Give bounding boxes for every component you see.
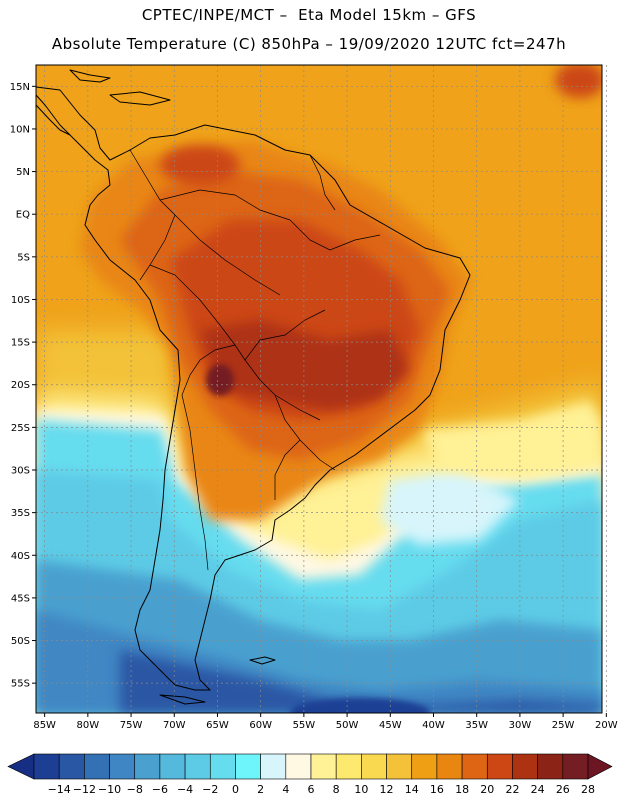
colorbar-swatch: [209, 753, 236, 780]
colorbar-label: 16: [430, 783, 444, 796]
lon-label: 20W: [595, 720, 618, 731]
lon-label: 55W: [293, 720, 316, 731]
colorbar-swatch: [109, 753, 136, 780]
colorbar-swatch: [84, 753, 110, 780]
colorbar-swatch: [562, 753, 589, 780]
colorbar-label: −14: [48, 783, 71, 796]
colorbar-label: 20: [480, 783, 494, 796]
gridlines: [36, 65, 607, 713]
lon-label: 45W: [379, 720, 402, 731]
colorbar-swatch: [159, 753, 186, 780]
colorbar-label: 2: [257, 783, 264, 796]
colorbar-label: 22: [505, 783, 519, 796]
colorbar-label: −6: [152, 783, 168, 796]
lon-label: 85W: [33, 720, 56, 731]
lat-label: 30S: [11, 466, 30, 477]
lon-label: 65W: [206, 720, 229, 731]
colorbar-swatch: [361, 753, 387, 780]
lat-label: 10N: [10, 124, 30, 135]
colorbar-label: 26: [556, 783, 570, 796]
colorbar-label: −8: [127, 783, 143, 796]
colorbar-swatch: [184, 753, 211, 780]
colorbar-swatch: [58, 753, 85, 780]
lat-label: 15N: [10, 82, 30, 93]
colorbar-label: 6: [308, 783, 315, 796]
lon-label: 30W: [509, 720, 532, 731]
lat-label: 10S: [11, 295, 30, 306]
colorbar-label: 24: [531, 783, 545, 796]
colorbar-label: 8: [333, 783, 340, 796]
lon-label: 35W: [465, 720, 488, 731]
lon-label: 25W: [552, 720, 575, 731]
colorbar-swatch: [134, 753, 161, 780]
lat-label: 20S: [11, 380, 30, 391]
lat-label: 15S: [11, 338, 30, 349]
colorbar-swatch: [310, 753, 337, 780]
lon-label: 60W: [249, 720, 272, 731]
latitude-axis: 15N 10N 5N EQ 5S 10S 15S 20S 25S 30S 35S 40S 45S 50S 5…: [10, 82, 36, 690]
lon-label: 80W: [77, 720, 100, 731]
colorbar-swatch: [260, 753, 287, 780]
colorbar-swatch: [386, 753, 413, 780]
lon-label: 70W: [163, 720, 186, 731]
colorbar-label: 28: [581, 783, 595, 796]
colorbar-label: 12: [380, 783, 394, 796]
colorbar-swatch: [461, 753, 488, 780]
lon-label: 75W: [120, 720, 143, 731]
colorbar: −14 −12 −10 −8 −6 −4 −2 0 2 4 6 8 10 12 14 16 18 20 22 24 26…: [7, 753, 613, 796]
colorbar-under-arrow: [7, 753, 35, 780]
map-frame: [35, 64, 603, 714]
colorbar-swatch: [33, 753, 60, 780]
lat-label: EQ: [16, 210, 30, 221]
lat-label: 35S: [11, 508, 30, 519]
lat-label: 40S: [11, 551, 30, 562]
colorbar-label: −4: [177, 783, 193, 796]
temperature-field: [36, 65, 602, 713]
lat-label: 50S: [11, 636, 30, 647]
coastline: [35, 69, 471, 705]
lat-label: 25S: [11, 423, 30, 434]
lat-label: 45S: [11, 593, 30, 604]
lat-label: 5S: [17, 252, 30, 263]
colorbar-swatch: [537, 753, 564, 780]
colorbar-label: −10: [98, 783, 121, 796]
colorbar-swatch: [335, 753, 362, 780]
lon-label: 40W: [422, 720, 445, 731]
colorbar-label: 0: [232, 783, 239, 796]
colorbar-swatch: [235, 753, 261, 780]
longitude-axis: 85W 80W 75W 70W 65W 60W 55W 50W 45W 40W 35W 30W 25W 2…: [33, 713, 618, 731]
map-title-field: Absolute Temperature (C) 850hPa – 19/09/…: [51, 35, 567, 53]
colorbar-label: 10: [354, 783, 368, 796]
colorbar-label: 18: [455, 783, 469, 796]
country-borders: [129, 149, 381, 571]
lat-label: 5N: [16, 167, 30, 178]
colorbar-over-arrow: [587, 753, 613, 780]
colorbar-swatch: [512, 753, 538, 780]
colorbar-label: 14: [405, 783, 419, 796]
colorbar-swatch: [486, 753, 513, 780]
colorbar-label: −2: [202, 783, 218, 796]
map-title-model: CPTEC/INPE/MCT – Eta Model 15km – GFS: [141, 6, 477, 24]
colorbar-label: 4: [282, 783, 289, 796]
colorbar-swatch: [436, 753, 463, 780]
colorbar-swatch: [411, 753, 438, 780]
colorbar-swatch: [285, 753, 312, 780]
colorbar-label: −12: [73, 783, 96, 796]
lat-label: 55S: [11, 679, 30, 690]
lon-label: 50W: [336, 720, 359, 731]
